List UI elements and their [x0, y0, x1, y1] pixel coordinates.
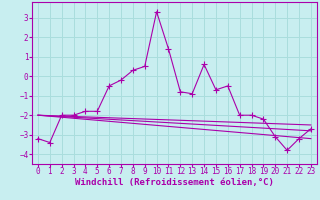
X-axis label: Windchill (Refroidissement éolien,°C): Windchill (Refroidissement éolien,°C) — [75, 178, 274, 187]
